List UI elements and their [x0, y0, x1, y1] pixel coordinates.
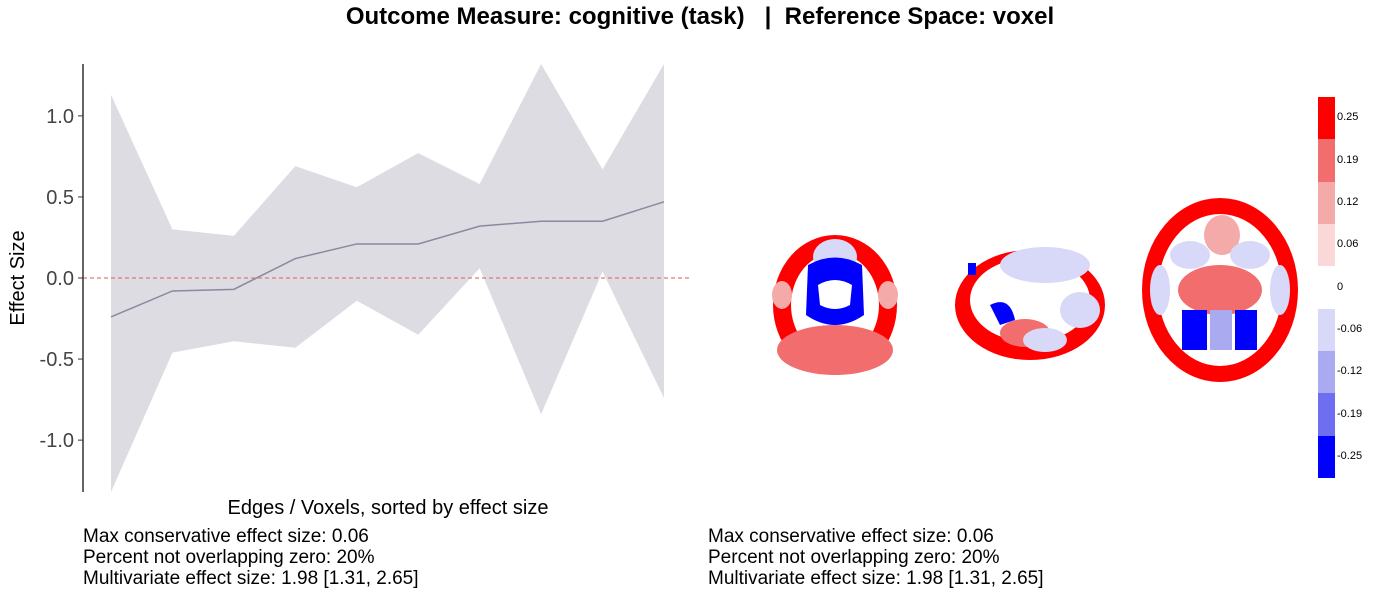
y-tick-label: 1.0 [46, 106, 74, 128]
effect-size-line [110, 201, 665, 318]
coronal-slice [772, 235, 898, 375]
stats-right-line1: Max conservative effect size: 0.06 [708, 526, 994, 547]
colorbar-segment [1318, 224, 1335, 267]
colorbar-segment [1318, 393, 1335, 437]
colorbar-label: -0.12 [1337, 365, 1363, 378]
colorbar-segment [1318, 97, 1335, 140]
y-tick-label: 0.0 [46, 268, 74, 290]
stats-right-line3: Multivariate effect size: 1.98 [1.31, 2.… [708, 568, 1044, 589]
effect-size-chart: 1.0 0.5 0.0 -0.5 -1.0 Effect Size Edges / Vo… [7, 64, 692, 519]
page-title: Outcome Measure: cognitive (task) | Refe… [345, 3, 1055, 30]
sagittal-slice [955, 247, 1105, 360]
colorbar-segment [1318, 181, 1335, 225]
y-tick-label: -1.0 [40, 430, 74, 452]
colorbar-label: 0.12 [1337, 195, 1359, 208]
colorbar [1318, 97, 1335, 479]
colorbar-label: 0.25 [1337, 111, 1359, 124]
y-tick-label: -0.5 [40, 349, 74, 371]
colorbar-segment [1318, 308, 1335, 352]
colorbar-label: -0.19 [1337, 407, 1363, 420]
stats-left-line3: Multivariate effect size: 1.98 [1.31, 2.… [83, 568, 419, 589]
colorbar-segment [1318, 351, 1335, 394]
stats-left: Max conservative effect size: 0.06 Perce… [83, 526, 419, 589]
stats-right: Max conservative effect size: 0.06 Perce… [708, 526, 1044, 589]
stats-left-line2: Percent not overlapping zero: 20% [83, 547, 375, 568]
colorbar-label: 0.06 [1337, 238, 1359, 251]
axial-slice [1142, 198, 1298, 382]
colorbar-label: -0.06 [1337, 322, 1363, 335]
colorbar-label: 0 [1337, 280, 1344, 293]
colorbar-segment [1318, 139, 1335, 183]
colorbar-label: -0.25 [1337, 449, 1363, 462]
colorbar-segment [1318, 435, 1335, 479]
stats-right-line2: Percent not overlapping zero: 20% [708, 547, 1000, 568]
colorbar-label: 0.19 [1337, 153, 1359, 166]
y-tick-label: 0.5 [46, 187, 74, 209]
y-axis-title: Effect Size [7, 230, 29, 325]
stats-left-line1: Max conservative effect size: 0.06 [83, 526, 369, 547]
x-axis-title: Edges / Voxels, sorted by effect size [228, 497, 549, 519]
colorbar-segment [1318, 266, 1335, 310]
brain-maps [772, 198, 1298, 382]
